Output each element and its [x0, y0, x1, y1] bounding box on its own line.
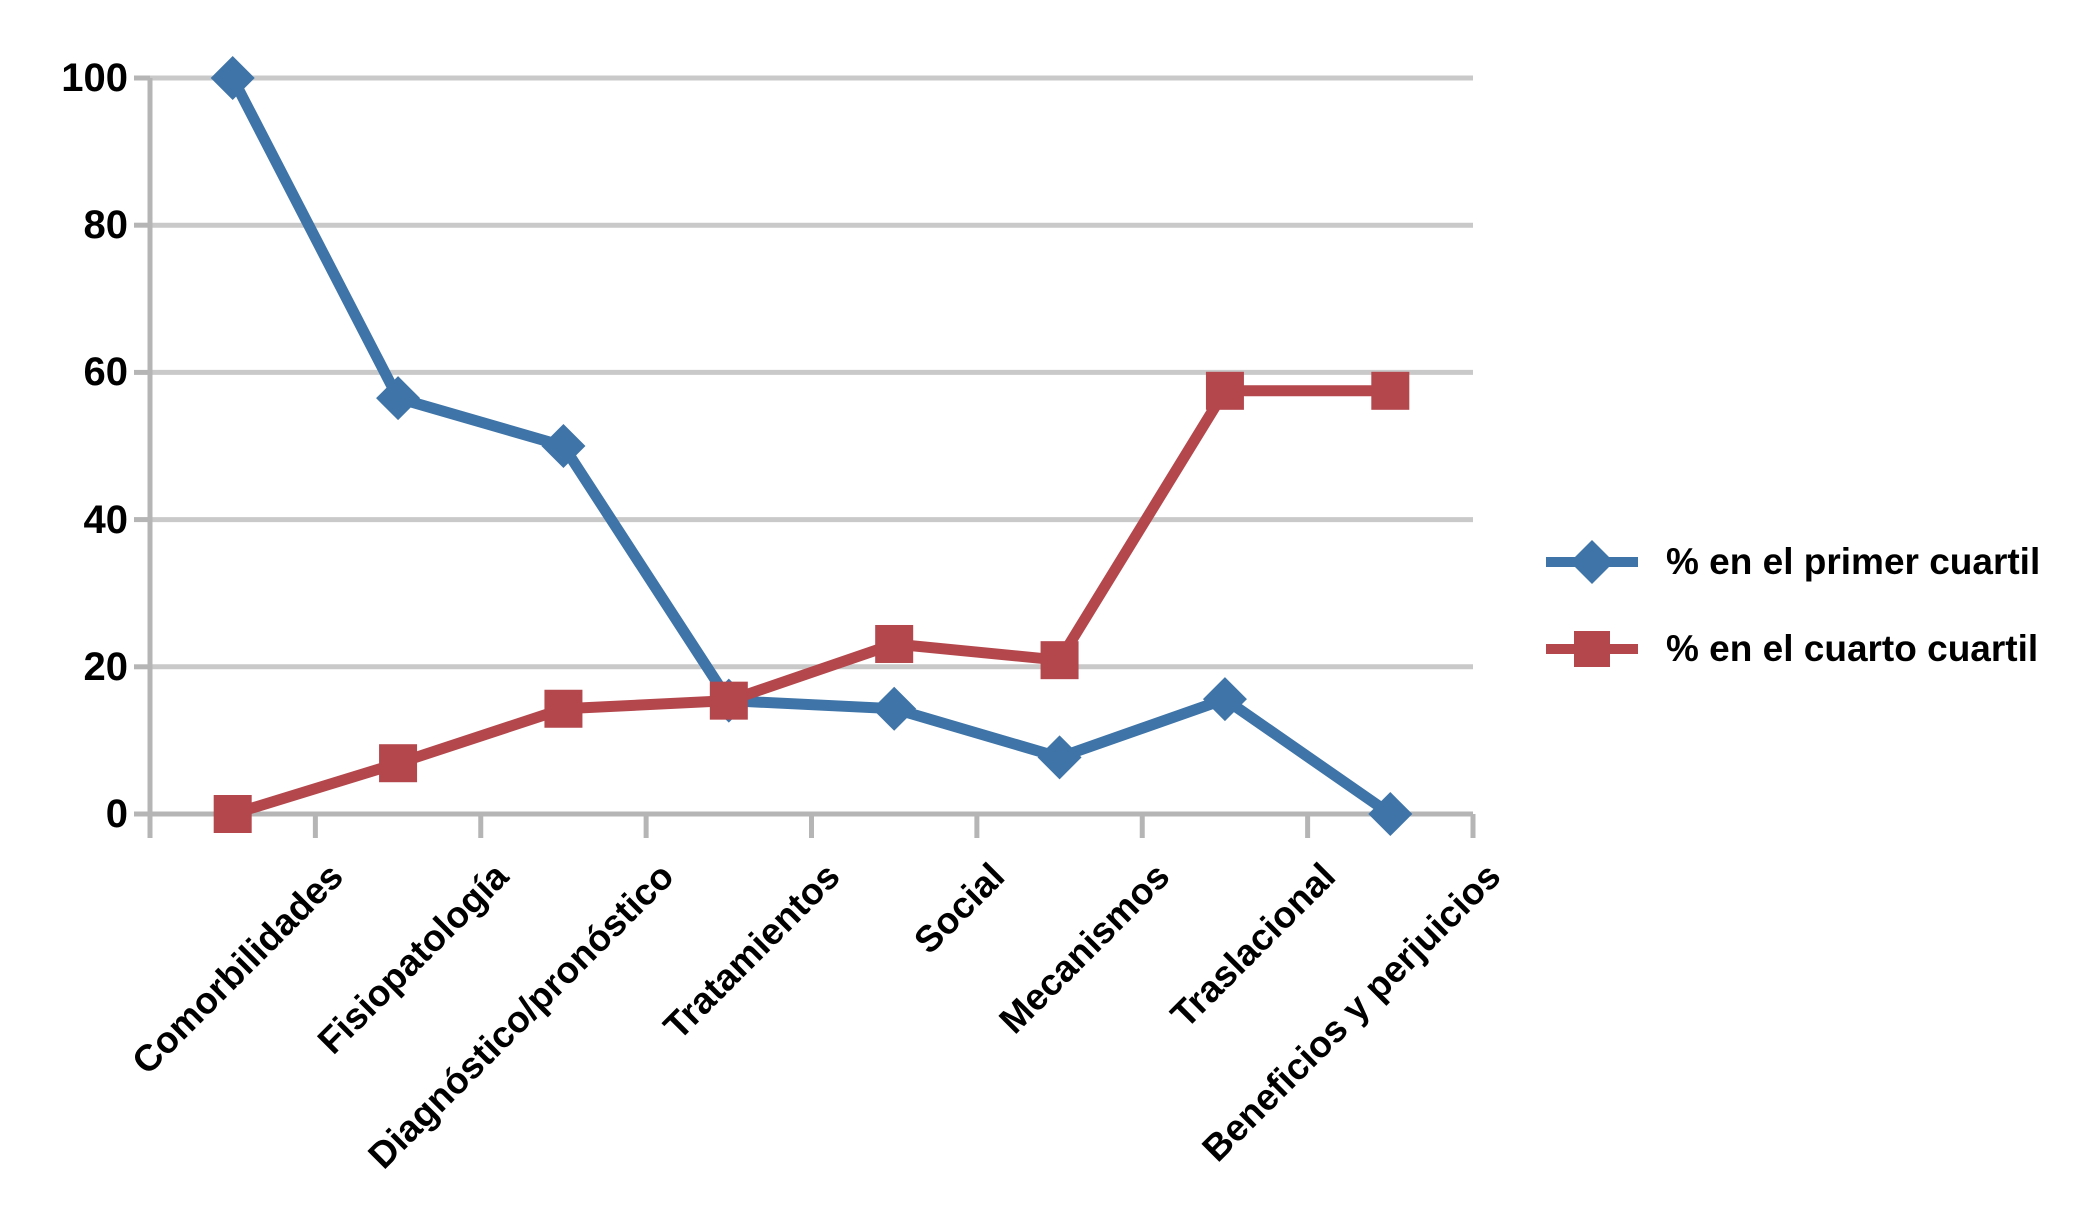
data-point-square [875, 624, 914, 663]
y-tick-label-20: 20 [83, 644, 129, 689]
data-point-square [709, 681, 748, 720]
data-point-diamond [1202, 677, 1247, 722]
y-tick-label-100: 100 [61, 56, 128, 100]
data-point-square [213, 795, 252, 833]
data-point-square [1371, 371, 1410, 410]
legend-item-cuarto-cuartil: % en el cuarto cuartil [1546, 614, 2038, 684]
data-point-diamond [376, 376, 421, 421]
data-point-square [1040, 641, 1079, 680]
data-point-square [544, 689, 583, 728]
y-tick-label-80: 80 [83, 203, 129, 248]
data-point-diamond [872, 686, 917, 731]
y-tick-label-60: 60 [83, 350, 129, 395]
data-point-square [379, 744, 418, 783]
legend-label-cuarto-cuartil: % en el cuarto cuartil [1666, 628, 2039, 669]
y-tick-label-0: 0 [105, 792, 128, 836]
y-tick-label-40: 40 [83, 497, 129, 542]
legend-label-primer-cuartil: % en el primer cuartil [1666, 541, 2041, 582]
legend-item-primer-cuartil: % en el primer cuartil [1546, 527, 2040, 597]
data-point-diamond [541, 424, 586, 468]
data-point-square [1205, 371, 1244, 410]
data-point-diamond [210, 56, 255, 100]
legend-swatch-diamond-icon [1546, 540, 1638, 584]
data-point-diamond [1368, 792, 1413, 836]
data-point-diamond [1037, 735, 1082, 780]
series-line-0 [227, 75, 1394, 819]
series-line-1 [231, 385, 1391, 820]
legend-swatch-square-icon [1546, 631, 1638, 667]
